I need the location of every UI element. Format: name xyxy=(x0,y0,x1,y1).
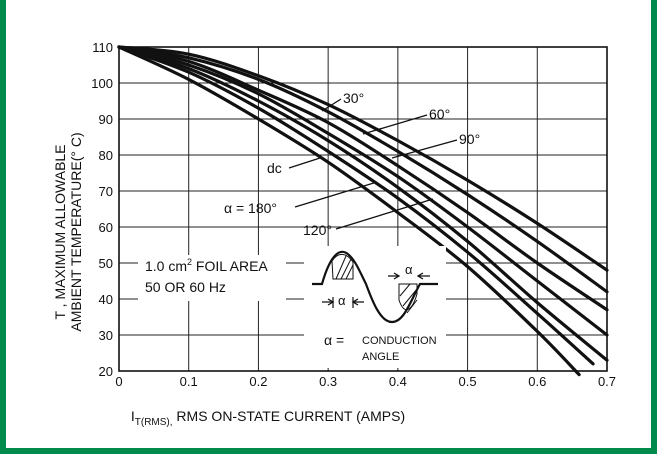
conduction-angle-inset: α α α = CONDUCTION ANGLE xyxy=(304,246,446,368)
foil-area-value: 1.0 cm xyxy=(145,258,187,274)
y-tick-label: 30 xyxy=(99,328,113,343)
x-tick-label: 0.7 xyxy=(598,374,616,389)
leader-120 xyxy=(335,198,434,230)
series-line-3 xyxy=(117,45,609,337)
frequency-label: 50 OR 60 Hz xyxy=(145,279,226,295)
label-120: 120° xyxy=(303,222,332,238)
foil-area-superscript: 2 xyxy=(187,257,192,267)
y-tick-label: 110 xyxy=(92,40,113,55)
y-tick-label: 60 xyxy=(99,220,113,235)
x-tick-labels: 0 0.1 0.2 0.3 0.4 0.5 0.6 0.7 xyxy=(115,374,616,389)
label-180: α = 180° xyxy=(224,200,277,216)
y-tick-label: 80 xyxy=(99,148,113,163)
sine-waveform xyxy=(312,250,438,324)
hatched-area-negative xyxy=(398,283,418,311)
foil-area-box: 1.0 cm2 FOIL AREA 50 OR 60 Hz xyxy=(138,255,286,301)
x-axis-title-rest: RMS ON-STATE CURRENT (AMPS) xyxy=(173,408,406,424)
plot-border xyxy=(118,46,608,372)
conduction-prefix: α = xyxy=(324,332,344,348)
x-tick-label: 0.4 xyxy=(389,374,407,389)
x-tick-label: 0.2 xyxy=(249,374,267,389)
alpha-arrow-upper-left xyxy=(388,272,401,280)
y-axis-title-line1: T , MAXIMUM ALLOWABLE xyxy=(52,144,68,319)
series-line-6 xyxy=(117,45,609,272)
y-axis-title-line2: AMBIENT TEMPERATURE(° C) xyxy=(68,132,84,331)
y-tick-label: 40 xyxy=(99,292,113,307)
leader-90 xyxy=(391,139,458,159)
y-tick-label: 100 xyxy=(91,76,113,91)
x-tick-label: 0.6 xyxy=(528,374,546,389)
y-tick-labels: 20 30 40 50 60 70 80 90 100 110 xyxy=(91,40,113,379)
leader-dc xyxy=(288,157,321,169)
alpha-arrow-left xyxy=(322,298,335,306)
series-line-2 xyxy=(117,45,609,362)
label-60: 60° xyxy=(429,106,450,122)
x-tick-label: 0 xyxy=(115,374,122,389)
hatch-lines-positive xyxy=(335,255,354,280)
x-tick-label: 0.5 xyxy=(459,374,477,389)
label-90: 90° xyxy=(459,131,480,147)
x-axis-title-main: I xyxy=(131,408,135,424)
y-tick-label: 50 xyxy=(99,256,113,271)
conduction-line1: CONDUCTION xyxy=(362,335,437,347)
y-tick-label: 70 xyxy=(99,184,113,199)
leader-180 xyxy=(294,181,378,208)
series-line-4 xyxy=(117,45,609,312)
series-line-5 xyxy=(117,45,609,294)
x-tick-label: 0.1 xyxy=(180,374,198,389)
y-tick-label: 20 xyxy=(99,364,113,379)
leader-60 xyxy=(362,114,428,135)
series-layer xyxy=(117,45,609,377)
hatched-area-positive xyxy=(331,253,354,280)
x-tick-label: 0.3 xyxy=(319,374,337,389)
leader-30 xyxy=(321,98,342,112)
alpha-arrow-upper-right xyxy=(416,272,430,280)
alpha-upper: α xyxy=(405,262,413,277)
alpha-lower: α xyxy=(338,293,346,308)
y-tick-label: 90 xyxy=(99,112,113,127)
foil-area-rest: FOIL AREA xyxy=(192,258,268,274)
x-axis-title: IT(RMS), RMS ON-STATE CURRENT (AMPS) xyxy=(131,408,405,428)
hatch-lines-negative xyxy=(399,283,418,314)
conduction-line2: ANGLE xyxy=(362,351,399,363)
label-30: 30° xyxy=(343,90,364,106)
label-dc: dc xyxy=(267,160,282,176)
alpha-arrow-right xyxy=(351,298,364,306)
y-axis-title: T , MAXIMUM ALLOWABLE AMBIENT TEMPERATUR… xyxy=(52,132,84,331)
x-axis-title-sub: T(RMS), xyxy=(135,417,173,428)
foil-area-label: 1.0 cm2 FOIL AREA xyxy=(145,257,268,274)
series-line-1 xyxy=(117,45,595,366)
